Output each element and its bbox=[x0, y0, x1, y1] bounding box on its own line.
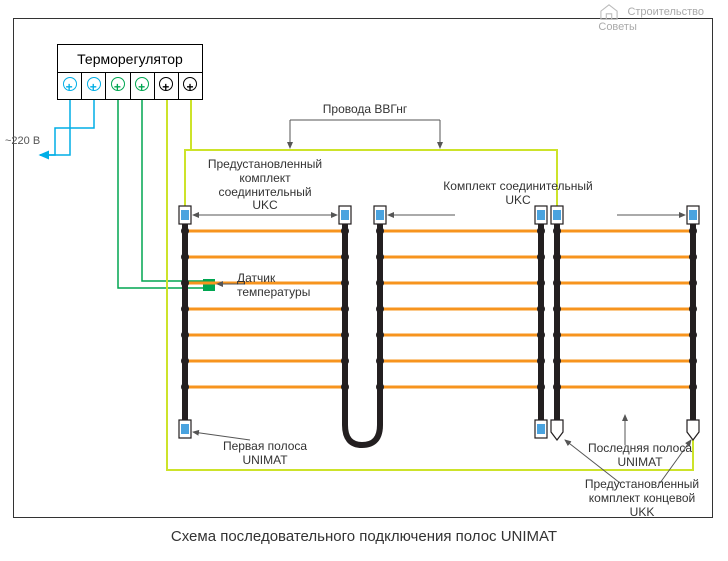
label-last-strip: Последняя полоса UNIMAT bbox=[575, 442, 705, 470]
label-sensor: Датчик температуры bbox=[237, 272, 327, 300]
label-wires: Провода ВВГнг bbox=[300, 103, 430, 117]
diagram-title: Схема последовательного подключения поло… bbox=[0, 528, 728, 545]
label-ukk: Предустановленный комплект концевой UKK bbox=[567, 478, 717, 519]
label-first-strip: Первая полоса UNIMAT bbox=[205, 440, 325, 468]
label-ukc: Комплект соединительный UKC bbox=[418, 180, 618, 208]
label-preinstalled-ukc: Предустановленный комплект соединительны… bbox=[200, 158, 330, 213]
